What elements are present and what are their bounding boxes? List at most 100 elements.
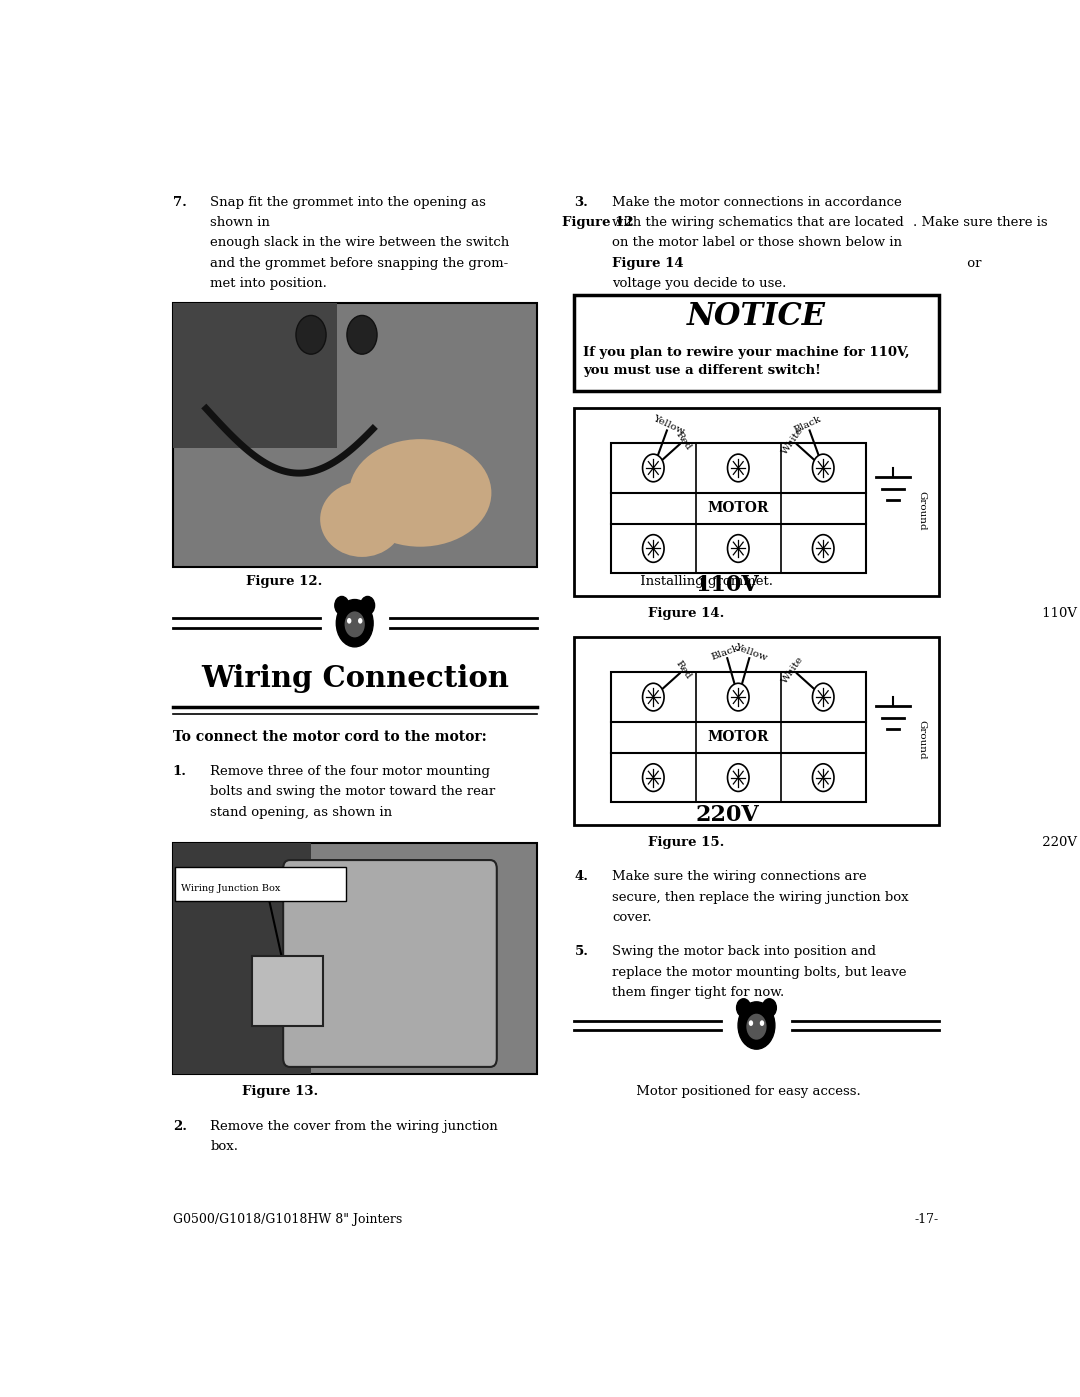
Circle shape xyxy=(347,617,351,623)
Circle shape xyxy=(643,454,664,482)
Text: Figure 14: Figure 14 xyxy=(612,257,684,270)
Text: shown in: shown in xyxy=(211,217,274,229)
Text: Figure 12: Figure 12 xyxy=(562,217,633,229)
Text: secure, then replace the wiring junction box: secure, then replace the wiring junction… xyxy=(612,890,908,904)
Circle shape xyxy=(345,612,365,637)
Text: Ground: Ground xyxy=(918,721,927,760)
Text: them finger tight for now.: them finger tight for now. xyxy=(612,986,784,999)
Text: Figure 15.: Figure 15. xyxy=(648,835,724,848)
Text: bolts and swing the motor toward the rear: bolts and swing the motor toward the rea… xyxy=(211,785,496,798)
Circle shape xyxy=(737,999,751,1017)
FancyBboxPatch shape xyxy=(283,861,497,1067)
Bar xyxy=(173,844,311,1074)
Text: Installing grommet.: Installing grommet. xyxy=(636,576,773,588)
Circle shape xyxy=(760,1020,765,1025)
Text: enough slack in the wire between the switch: enough slack in the wire between the swi… xyxy=(211,236,510,250)
Bar xyxy=(611,672,866,802)
Text: stand opening, as shown in: stand opening, as shown in xyxy=(211,806,396,819)
Circle shape xyxy=(812,454,834,482)
Circle shape xyxy=(812,764,834,792)
Circle shape xyxy=(746,1014,767,1039)
Bar xyxy=(173,303,537,567)
Text: White: White xyxy=(780,425,806,455)
Text: To connect the motor cord to the motor:: To connect the motor cord to the motor: xyxy=(173,731,486,745)
Text: Figure 13.: Figure 13. xyxy=(242,1085,318,1098)
Text: . Make sure there is: . Make sure there is xyxy=(913,217,1048,229)
Text: Figure 12.: Figure 12. xyxy=(246,576,322,588)
Circle shape xyxy=(762,999,777,1017)
Text: box.: box. xyxy=(211,1140,239,1153)
Bar xyxy=(575,637,939,824)
Text: Swing the motor back into position and: Swing the motor back into position and xyxy=(612,946,876,958)
Text: with the wiring schematics that are located: with the wiring schematics that are loca… xyxy=(612,217,904,229)
Circle shape xyxy=(738,1002,774,1049)
Text: -17-: -17- xyxy=(915,1213,939,1227)
Circle shape xyxy=(812,535,834,563)
Text: If you plan to rewire your machine for 110V,: If you plan to rewire your machine for 1… xyxy=(583,346,909,359)
Text: cover.: cover. xyxy=(612,911,651,923)
Ellipse shape xyxy=(349,439,491,546)
FancyBboxPatch shape xyxy=(175,868,346,901)
Text: 220V motor wiring schematic.: 220V motor wiring schematic. xyxy=(1038,835,1080,848)
Text: 4.: 4. xyxy=(575,870,589,883)
Text: G0500/G1018/G1018HW 8" Jointers: G0500/G1018/G1018HW 8" Jointers xyxy=(173,1213,402,1227)
Text: you must use a different switch!: you must use a different switch! xyxy=(583,365,821,377)
Text: MOTOR: MOTOR xyxy=(707,502,769,515)
Circle shape xyxy=(728,764,750,792)
Text: 220V: 220V xyxy=(696,803,759,826)
Bar xyxy=(575,295,939,391)
Text: Yellow: Yellow xyxy=(651,414,686,436)
Circle shape xyxy=(643,535,664,563)
Circle shape xyxy=(335,597,349,615)
Text: NOTICE: NOTICE xyxy=(687,300,826,332)
Text: 1.: 1. xyxy=(173,764,187,778)
Text: and the grommet before snapping the grom-: and the grommet before snapping the grom… xyxy=(211,257,509,270)
Circle shape xyxy=(812,683,834,711)
Text: voltage you decide to use.: voltage you decide to use. xyxy=(612,278,786,291)
Text: Wiring Connection: Wiring Connection xyxy=(201,664,509,693)
Circle shape xyxy=(643,764,664,792)
Text: 110V: 110V xyxy=(696,574,759,597)
Text: Make sure the wiring connections are: Make sure the wiring connections are xyxy=(612,870,867,883)
Text: 2.: 2. xyxy=(173,1119,187,1133)
Circle shape xyxy=(296,316,326,355)
Bar xyxy=(173,844,537,1074)
Text: Black: Black xyxy=(793,415,823,434)
Text: 7.: 7. xyxy=(173,196,187,208)
Text: Red: Red xyxy=(674,430,693,451)
Text: MOTOR: MOTOR xyxy=(707,731,769,745)
Text: Make the motor connections in accordance: Make the motor connections in accordance xyxy=(612,196,902,208)
Bar xyxy=(253,956,323,1025)
Text: Yellow: Yellow xyxy=(733,643,769,662)
Text: Wiring Junction Box: Wiring Junction Box xyxy=(181,884,281,893)
Circle shape xyxy=(347,316,377,355)
Text: or: or xyxy=(963,257,986,270)
Text: 5.: 5. xyxy=(575,946,589,958)
Text: met into position.: met into position. xyxy=(211,278,327,291)
Text: Red: Red xyxy=(674,659,693,680)
Circle shape xyxy=(359,617,363,623)
Circle shape xyxy=(728,454,750,482)
Circle shape xyxy=(728,683,750,711)
Text: Ground: Ground xyxy=(918,492,927,531)
Text: White: White xyxy=(780,654,806,685)
Text: replace the motor mounting bolts, but leave: replace the motor mounting bolts, but le… xyxy=(612,965,906,979)
Text: 110V motor wiring schematic.: 110V motor wiring schematic. xyxy=(1038,606,1080,619)
Text: on the motor label or those shown below in: on the motor label or those shown below … xyxy=(612,236,902,250)
Bar xyxy=(173,303,337,448)
Circle shape xyxy=(336,599,373,647)
Text: Snap fit the grommet into the opening as: Snap fit the grommet into the opening as xyxy=(211,196,486,208)
Text: Motor positioned for easy access.: Motor positioned for easy access. xyxy=(632,1085,861,1098)
Text: Black: Black xyxy=(711,643,741,662)
Text: Figure 14.: Figure 14. xyxy=(648,606,724,619)
Text: Remove the cover from the wiring junction: Remove the cover from the wiring junctio… xyxy=(211,1119,498,1133)
Bar xyxy=(611,443,866,573)
Text: Remove three of the four motor mounting: Remove three of the four motor mounting xyxy=(211,764,490,778)
Bar xyxy=(575,408,939,595)
Circle shape xyxy=(748,1020,753,1025)
Circle shape xyxy=(361,597,375,615)
Circle shape xyxy=(643,683,664,711)
Text: 3.: 3. xyxy=(575,196,589,208)
Ellipse shape xyxy=(320,482,404,557)
Circle shape xyxy=(728,535,750,563)
